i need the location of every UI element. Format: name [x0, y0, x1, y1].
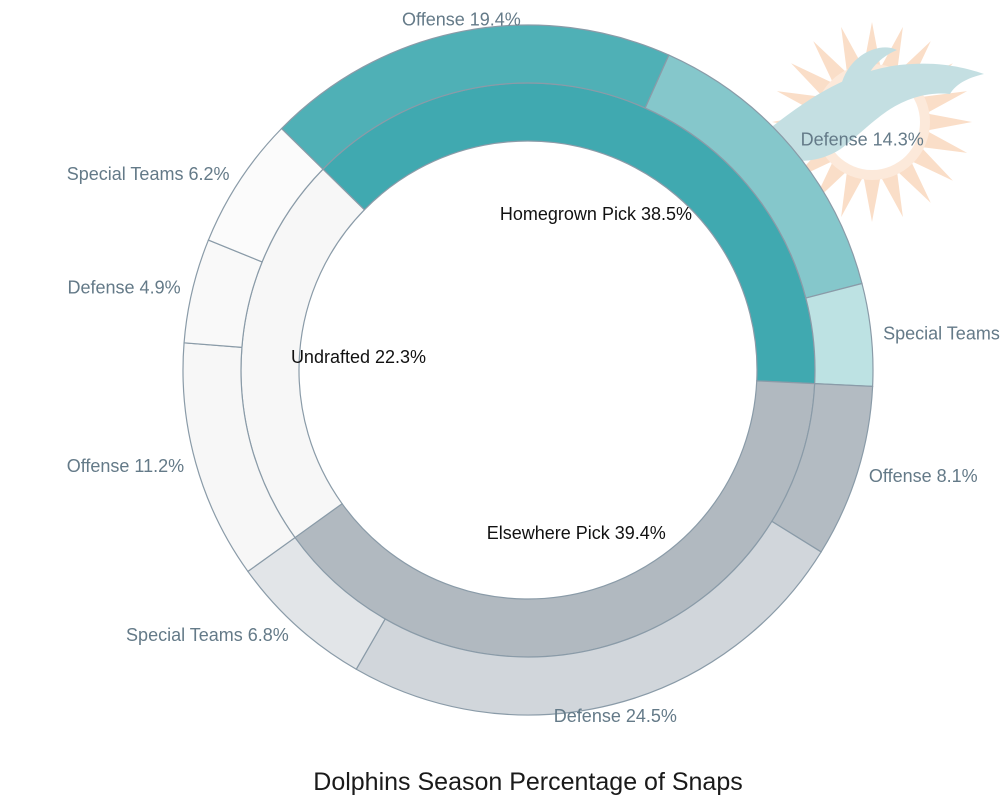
inner-label-elsewhere-pick: Elsewhere Pick 39.4% — [487, 523, 666, 543]
outer-label-homegrown-pick-offense: Offense 19.4% — [402, 9, 521, 29]
sun-ray — [841, 26, 864, 73]
sun-ray — [896, 41, 931, 84]
sun-ray — [863, 176, 881, 222]
outer-label-undrafted-special-teams: Special Teams 6.2% — [67, 164, 230, 184]
outer-label-elsewhere-pick-special-teams: Special Teams 6.8% — [126, 625, 289, 645]
chart-slices — [182, 24, 874, 716]
sun-ray — [772, 113, 818, 131]
sun-ray — [813, 41, 848, 84]
sun-ray — [921, 130, 968, 153]
outer-label-elsewhere-pick-defense: Defense 24.5% — [554, 706, 677, 726]
sun-ray — [910, 63, 953, 98]
inner-label-undrafted: Undrafted 22.3% — [291, 347, 426, 367]
outer-label-homegrown-pick-special-teams: Special Teams 4.8% — [883, 323, 1000, 343]
sun-ray — [841, 171, 864, 218]
sun-ray — [921, 91, 968, 114]
sun-ray — [896, 160, 931, 203]
sun-ray — [910, 146, 953, 181]
outer-label-undrafted-defense: Defense 4.9% — [68, 278, 181, 298]
chart-labels: Homegrown Pick 38.5% Offense 19.4% Defense… — [67, 9, 1000, 726]
sun-ray — [926, 113, 972, 131]
outer-label-undrafted-offense: Offense 11.2% — [67, 456, 184, 476]
outer-slice-undrafted-special-teams[interactable] — [207, 127, 324, 263]
outer-slice-homegrown-pick-special-teams[interactable] — [805, 282, 874, 388]
chart-title: Dolphins Season Percentage of Snaps — [313, 768, 742, 796]
sun-rays-icon — [772, 22, 972, 222]
sun-ray — [880, 171, 903, 218]
inner-label-homegrown-pick: Homegrown Pick 38.5% — [500, 204, 692, 224]
sun-ray — [776, 91, 823, 114]
outer-label-homegrown-pick-defense: Defense 14.3% — [801, 130, 924, 150]
outer-label-elsewhere-pick-offense: Offense 8.1% — [869, 466, 978, 486]
sun-ray — [880, 26, 903, 73]
sun-ray — [863, 22, 881, 68]
sun-ray — [791, 63, 834, 98]
dolphins-logo-icon — [707, 22, 984, 222]
